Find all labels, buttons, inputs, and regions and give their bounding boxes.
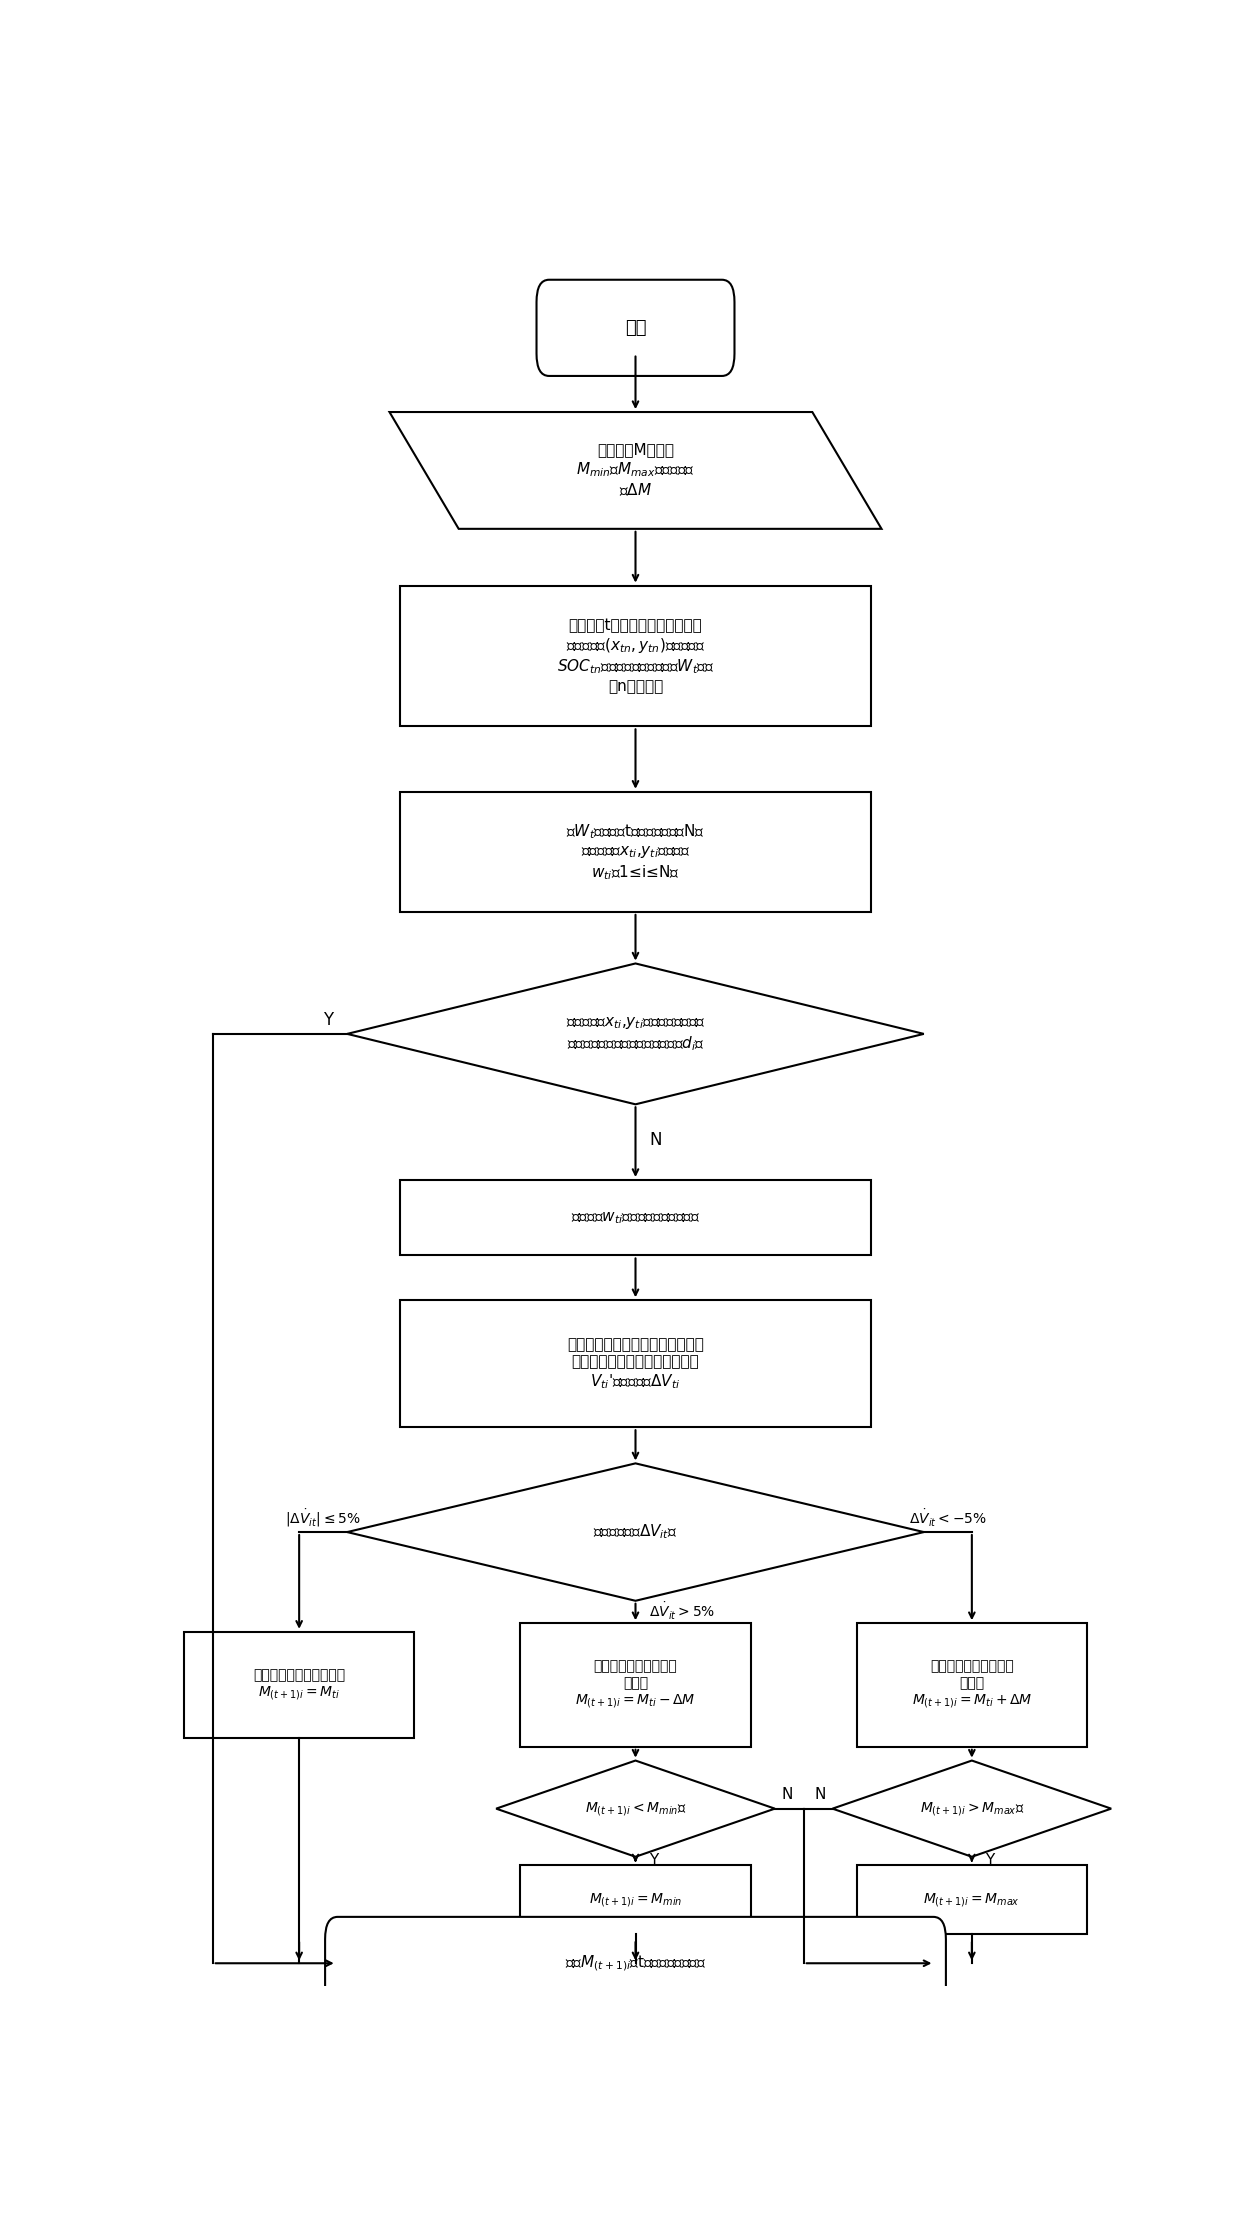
Text: N: N — [649, 1131, 661, 1149]
Bar — [401, 1180, 870, 1256]
Text: Y: Y — [322, 1011, 332, 1028]
Polygon shape — [389, 413, 882, 529]
Bar — [521, 1865, 751, 1934]
Text: 判断电压偏移$\Delta V_{it}$？: 判断电压偏移$\Delta V_{it}$？ — [593, 1524, 678, 1542]
Text: 该充电站的电价维持不变
$M_{(t+1)i}=M_{ti}$: 该充电站的电价维持不变 $M_{(t+1)i}=M_{ti}$ — [253, 1669, 345, 1702]
Polygon shape — [347, 964, 924, 1104]
Polygon shape — [347, 1464, 924, 1602]
Text: N: N — [815, 1787, 826, 1803]
Text: $\Delta\dot{V}_{it}<-5\%$: $\Delta\dot{V}_{it}<-5\%$ — [909, 1508, 987, 1528]
Text: N: N — [781, 1787, 794, 1803]
FancyBboxPatch shape — [325, 1916, 946, 2010]
Text: $\Delta\dot{V}_{it}>5\%$: $\Delta\dot{V}_{it}>5\%$ — [649, 1600, 715, 1622]
Text: 对$W_t$聚类得到t时刻电动汽车的N个
聚类中心（$x_{ti}$,$y_{ti}$）、群簇
$w_{ti}$（1≤i≤N）: 对$W_t$聚类得到t时刻电动汽车的N个 聚类中心（$x_{ti}$,$y_{t… — [567, 821, 704, 881]
Bar — [401, 585, 870, 727]
Bar — [521, 1624, 751, 1747]
Bar — [401, 1301, 870, 1428]
Text: $|\Delta\dot{V}_{it}|\leq5\%$: $|\Delta\dot{V}_{it}|\leq5\%$ — [285, 1508, 361, 1528]
Text: Y: Y — [649, 1852, 658, 1867]
FancyBboxPatch shape — [537, 279, 734, 377]
Text: $M_{(t+1)i}=M_{min}$: $M_{(t+1)i}=M_{min}$ — [589, 1890, 682, 1910]
Text: 开始: 开始 — [625, 319, 646, 337]
Bar — [857, 1865, 1087, 1934]
Text: 基于前推回代算法计算电动汽车接
入配电网后各接入点的节点电压
$V_{ti}$'及电压偏移$\Delta V_{ti}$: 基于前推回代算法计算电动汽车接 入配电网后各接入点的节点电压 $V_{ti}$'… — [567, 1336, 704, 1390]
Text: 将接入点处充电站的电
价下调
$M_{(t+1)i}=M_{ti}-\Delta M$: 将接入点处充电站的电 价下调 $M_{(t+1)i}=M_{ti}-\Delta… — [575, 1660, 696, 1711]
Bar — [401, 792, 870, 912]
Text: 输出$M_{(t+1)i}$，t时刻实时定价结束: 输出$M_{(t+1)i}$，t时刻实时定价结束 — [564, 1954, 707, 1972]
Text: 计算群簇$w_{ti}$及充电站的总充电需求: 计算群簇$w_{ti}$及充电站的总充电需求 — [570, 1209, 701, 1225]
Text: $M_{(t+1)i}>M_{max}$？: $M_{(t+1)i}>M_{max}$？ — [920, 1800, 1024, 1818]
Text: 给定电价M的限值
$M_{min}$、$M_{max}$以及调整步
长$\Delta M$: 给定电价M的限值 $M_{min}$、$M_{max}$以及调整步 长$\Del… — [577, 442, 694, 498]
Text: 聚类中心（$x_{ti}$,$y_{ti}$）到最近充电站的
距离是否大于该充电站的服务半径$d_i$？: 聚类中心（$x_{ti}$,$y_{ti}$）到最近充电站的 距离是否大于该充电… — [565, 1015, 706, 1053]
Bar — [184, 1631, 414, 1738]
Text: Y: Y — [986, 1852, 994, 1867]
Polygon shape — [496, 1760, 775, 1856]
Text: 实时采集t时刻区域内各电动汽车
的地理坐标$(x_{tn},y_{tn})$和荷电状态
$SOC_{tn}$，形成聚类样本点集合$W_t$，其
中n为正整数: 实时采集t时刻区域内各电动汽车 的地理坐标$(x_{tn},y_{tn})$和荷… — [557, 618, 714, 694]
Polygon shape — [832, 1760, 1111, 1856]
Text: 将接入点处充电站的电
价上调
$M_{(t+1)i}=M_{ti}+\Delta M$: 将接入点处充电站的电 价上调 $M_{(t+1)i}=M_{ti}+\Delta… — [911, 1660, 1032, 1711]
Text: $M_{(t+1)i}<M_{min}$？: $M_{(t+1)i}<M_{min}$？ — [585, 1800, 686, 1818]
Text: $M_{(t+1)i}=M_{max}$: $M_{(t+1)i}=M_{max}$ — [924, 1890, 1021, 1910]
Bar — [857, 1624, 1087, 1747]
